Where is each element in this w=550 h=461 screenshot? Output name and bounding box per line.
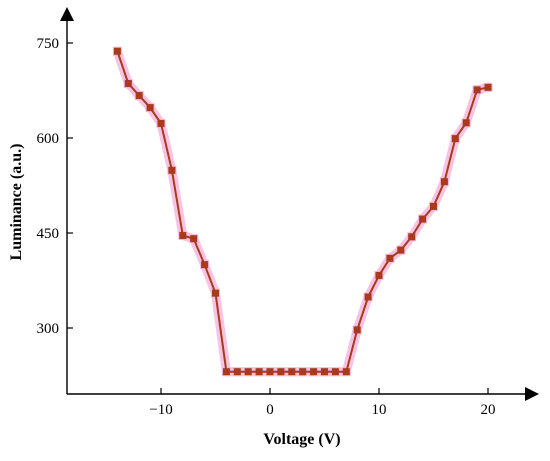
y-tick-label: 750 bbox=[37, 36, 60, 52]
data-point bbox=[168, 166, 176, 174]
data-point bbox=[451, 135, 459, 143]
data-point bbox=[430, 202, 437, 210]
data-point bbox=[135, 92, 143, 100]
data-point bbox=[288, 368, 296, 376]
data-point bbox=[299, 368, 307, 376]
x-tick-label: −10 bbox=[149, 402, 172, 418]
x-tick-label: 0 bbox=[266, 402, 274, 418]
data-point bbox=[440, 178, 448, 186]
data-point bbox=[113, 47, 121, 55]
data-point bbox=[397, 246, 405, 254]
y-axis-ticks: 300 450 600 750 bbox=[37, 36, 73, 337]
y-axis-title: Luminance (a.u.) bbox=[8, 144, 25, 261]
y-tick-label: 300 bbox=[37, 321, 60, 337]
data-point bbox=[233, 368, 241, 376]
data-point bbox=[353, 326, 361, 334]
data-point bbox=[310, 368, 318, 376]
data-point bbox=[462, 119, 470, 127]
x-tick-label: 10 bbox=[372, 402, 387, 418]
series-glow bbox=[112, 46, 493, 377]
data-point bbox=[408, 233, 416, 241]
y-tick-label: 600 bbox=[37, 131, 60, 147]
data-point bbox=[386, 254, 394, 262]
data-point bbox=[473, 86, 481, 94]
data-point bbox=[364, 293, 372, 301]
data-point bbox=[484, 83, 492, 91]
data-point bbox=[179, 232, 187, 240]
data-point bbox=[190, 235, 198, 243]
data-point bbox=[255, 368, 263, 376]
x-axis-title: Voltage (V) bbox=[263, 431, 340, 448]
data-point bbox=[266, 368, 274, 376]
data-point bbox=[124, 80, 132, 88]
series-marker-layer bbox=[113, 47, 492, 376]
x-tick-label: 20 bbox=[481, 402, 496, 418]
data-point bbox=[212, 289, 219, 297]
data-point bbox=[321, 368, 328, 376]
y-tick-label: 450 bbox=[37, 226, 60, 242]
x-axis-ticks: −10 0 10 20 bbox=[149, 388, 496, 418]
data-point bbox=[201, 261, 209, 269]
data-point bbox=[342, 368, 350, 376]
series-glow-layer bbox=[112, 46, 493, 377]
data-point bbox=[331, 368, 339, 376]
data-point bbox=[419, 215, 427, 223]
data-point bbox=[277, 368, 285, 376]
data-point bbox=[157, 119, 165, 127]
data-point bbox=[146, 104, 154, 112]
data-point bbox=[222, 368, 230, 376]
data-point bbox=[244, 368, 252, 376]
data-point bbox=[375, 271, 383, 279]
